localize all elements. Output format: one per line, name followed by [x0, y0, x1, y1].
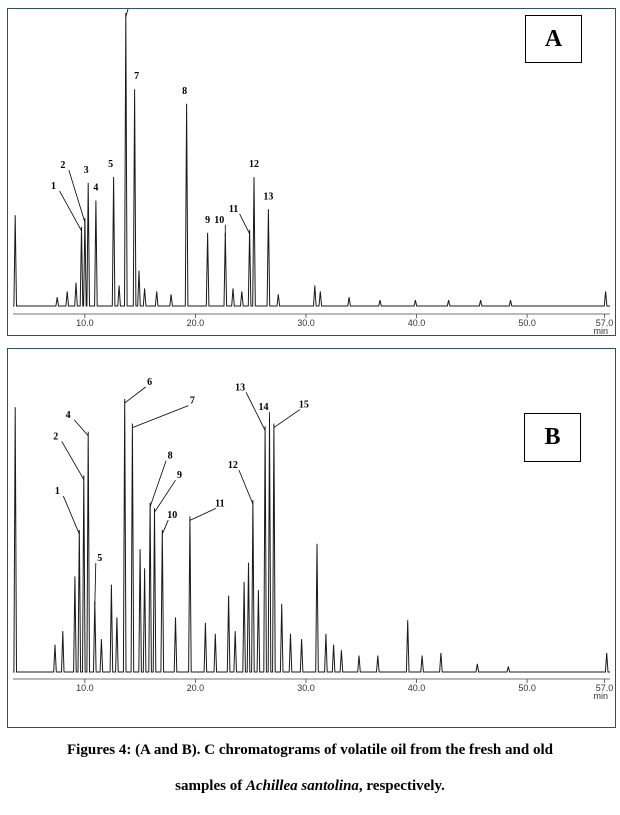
peak-label: 1 [51, 181, 56, 192]
peak-label: 2 [53, 431, 58, 442]
peak-label: 5 [97, 553, 102, 564]
peak-label: 11 [229, 204, 238, 215]
panel-label-b: B [524, 413, 581, 462]
chromatogram-panel-b: 10.0 20.0 30.0 40.0 50.0 57.0 min 1 2 4 5 6 7 8 9 10 11 1… [7, 348, 616, 728]
peak-label: 13 [263, 191, 273, 202]
peak-label: 7 [134, 71, 139, 82]
peak-label: 8 [182, 86, 187, 97]
peak-leader-line [59, 190, 82, 232]
x-tick-label: 20.0 [187, 318, 205, 328]
x-tick-label: 57.0 [596, 318, 614, 328]
chromatogram-trace [13, 12, 610, 307]
peak-leader-line [238, 469, 254, 505]
peak-label: 11 [215, 498, 224, 509]
peak-leader-line [154, 479, 176, 513]
x-axis-unit-label: min [593, 326, 608, 335]
chromatogram-b-plot: 10.0 20.0 30.0 40.0 50.0 57.0min1245678910111… [13, 377, 614, 701]
x-tick-label: 30.0 [297, 318, 315, 328]
caption-text-after: , respectively. [358, 778, 445, 794]
peak-leader-line [62, 495, 80, 535]
peak-label: 12 [249, 159, 259, 170]
x-tick-label: 10.0 [76, 318, 94, 328]
peak-leader-line [124, 386, 146, 404]
x-tick-label: 20.0 [187, 683, 205, 693]
peak-label: 8 [168, 451, 173, 462]
peak-label: 4 [66, 410, 71, 421]
peak-label: 15 [299, 400, 309, 411]
peak-label: 5 [108, 159, 113, 170]
peak-leader-line [149, 460, 167, 507]
peak-label: 10 [214, 215, 224, 226]
peak-label: 10 [167, 510, 177, 521]
x-tick-label: 10.0 [76, 683, 94, 693]
peak-label: 6 [147, 377, 152, 388]
panel-label-a: A [525, 15, 582, 63]
x-axis-unit-label: min [593, 691, 608, 701]
peak-leader-line [239, 213, 250, 234]
peak-label: 3 [84, 165, 89, 176]
figure-caption-line-2: samples of Achillea santolina, respectiv… [0, 778, 620, 795]
x-tick-label: 40.0 [408, 318, 426, 328]
peak-label: 4 [93, 183, 98, 194]
caption-text-before: samples of [175, 778, 246, 794]
peak-label: 9 [205, 215, 210, 226]
peak-leader-line [161, 519, 169, 535]
chromatogram-panel-a: 10.020.030.040.050.057.0min1234567891011… [7, 8, 616, 336]
peak-leader-line [189, 508, 217, 521]
peak-leader-line [245, 392, 266, 431]
chromatogram-trace [13, 398, 610, 673]
peak-label: 9 [177, 470, 182, 481]
peak-label: 12 [228, 460, 238, 471]
peak-leader-line [68, 169, 86, 223]
chromatogram-a-plot: 10.020.030.040.050.057.0min1234567891011… [13, 9, 614, 335]
x-tick-label: 50.0 [518, 318, 536, 328]
peak-label: 14 [258, 402, 268, 413]
figure-caption-line-1: Figures 4: (A and B). C chromatograms of… [67, 742, 553, 758]
peak-leader-line [73, 419, 89, 437]
x-tick-label: 57.0 [596, 683, 614, 693]
peak-leader-line [94, 563, 97, 606]
peak-leader-line [125, 9, 129, 18]
peak-label: 2 [60, 160, 65, 171]
peak-label: 13 [235, 382, 245, 393]
x-tick-label: 50.0 [518, 683, 536, 693]
peak-leader-line [61, 441, 85, 480]
peak-label: 7 [190, 396, 195, 407]
x-tick-label: 40.0 [408, 683, 426, 693]
peak-label: 1 [55, 486, 60, 497]
x-tick-label: 30.0 [297, 683, 315, 693]
peak-leader-line [273, 409, 301, 428]
caption-species-name: Achillea santolina [245, 778, 359, 794]
peak-leader-line [132, 405, 189, 428]
